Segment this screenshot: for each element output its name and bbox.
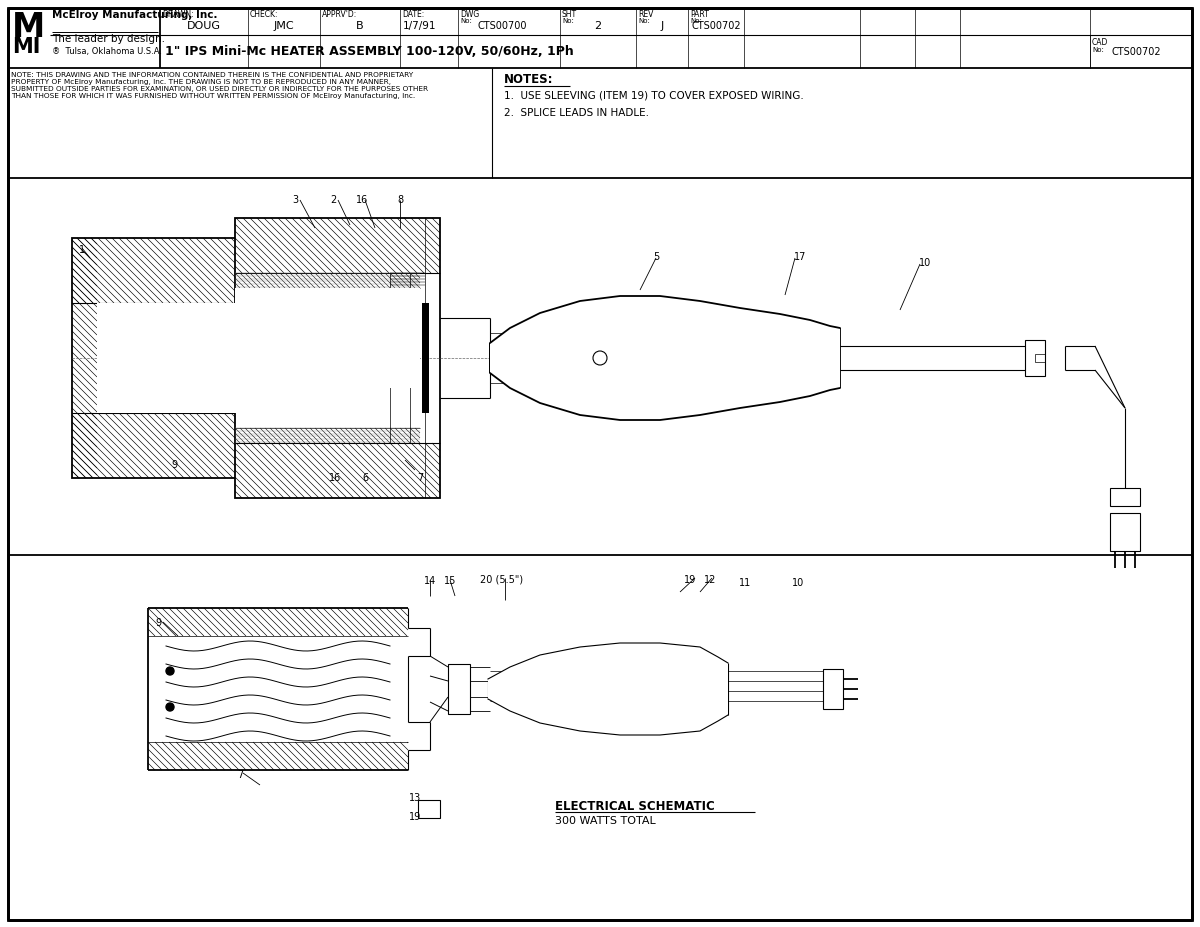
Text: CHECK:: CHECK:	[250, 10, 278, 19]
Text: CTS00702: CTS00702	[691, 21, 740, 31]
Text: 2: 2	[330, 195, 336, 205]
Text: 7: 7	[236, 770, 244, 780]
Text: No:: No:	[1092, 47, 1104, 53]
Text: 14: 14	[424, 576, 436, 586]
Polygon shape	[488, 643, 728, 735]
Text: MI: MI	[12, 37, 41, 57]
Text: 1: 1	[79, 245, 85, 255]
Polygon shape	[490, 296, 840, 420]
Text: 1" IPS Mini-Mc HEATER ASSEMBLY 100-120V, 50/60Hz, 1Ph: 1" IPS Mini-Mc HEATER ASSEMBLY 100-120V,…	[166, 45, 574, 58]
Text: 3: 3	[292, 195, 298, 205]
Text: 5: 5	[653, 252, 659, 262]
Text: The leader by design.: The leader by design.	[52, 34, 166, 44]
Text: PART: PART	[690, 10, 709, 19]
Bar	[72, 238, 262, 478]
Circle shape	[166, 667, 174, 675]
Text: 2.  SPLICE LEADS IN HADLE.: 2. SPLICE LEADS IN HADLE.	[504, 108, 649, 118]
Text: No:: No:	[562, 18, 574, 24]
Text: 15: 15	[444, 576, 456, 586]
Text: 12: 12	[704, 575, 716, 585]
Text: 8: 8	[397, 195, 403, 205]
Bar	[1025, 340, 1045, 376]
Text: REV: REV	[638, 10, 653, 19]
Text: CAD: CAD	[1092, 38, 1109, 47]
Text: CTS00700: CTS00700	[478, 21, 528, 31]
Bar	[97, 303, 262, 413]
Text: 19: 19	[409, 812, 421, 822]
Text: 2: 2	[594, 21, 601, 31]
Text: 13: 13	[409, 793, 421, 803]
Text: DATE:: DATE:	[402, 10, 425, 19]
Text: 11: 11	[739, 578, 751, 588]
Text: 10: 10	[792, 578, 804, 588]
Text: CTS00702: CTS00702	[1112, 46, 1162, 57]
Text: 19: 19	[684, 575, 696, 585]
Text: 16: 16	[329, 473, 341, 483]
Text: B: B	[356, 21, 364, 31]
Text: No:: No:	[460, 18, 472, 24]
Text: No:: No:	[690, 18, 702, 24]
Text: 9: 9	[170, 460, 178, 470]
Bar	[422, 303, 430, 413]
Text: 6: 6	[362, 473, 368, 483]
Bar	[1034, 354, 1045, 362]
Text: ®  Tulsa, Oklahoma U.S.A.: ® Tulsa, Oklahoma U.S.A.	[52, 47, 162, 56]
Text: 17: 17	[794, 252, 806, 262]
Text: 1/7/91: 1/7/91	[403, 21, 437, 31]
Bar	[448, 664, 470, 714]
Circle shape	[166, 703, 174, 711]
Text: J: J	[660, 21, 664, 31]
Bar	[235, 288, 420, 388]
Bar	[1110, 513, 1140, 551]
Text: 10: 10	[919, 258, 931, 268]
Text: ELECTRICAL SCHEMATIC: ELECTRICAL SCHEMATIC	[554, 800, 715, 813]
Text: 20 (5.5"): 20 (5.5")	[480, 575, 523, 585]
Text: 9: 9	[155, 618, 161, 628]
Text: M: M	[12, 11, 46, 44]
Text: 7: 7	[416, 473, 424, 483]
Bar	[823, 669, 842, 709]
Text: No:: No:	[638, 18, 650, 24]
Bar	[235, 218, 440, 498]
Text: McElroy Manufacturing, Inc.: McElroy Manufacturing, Inc.	[52, 10, 217, 20]
Text: 1.  USE SLEEVING (ITEM 19) TO COVER EXPOSED WIRING.: 1. USE SLEEVING (ITEM 19) TO COVER EXPOS…	[504, 90, 804, 100]
Text: NOTE: THIS DRAWING AND THE INFORMATION CONTAINED THEREIN IS THE CONFIDENTIAL AND: NOTE: THIS DRAWING AND THE INFORMATION C…	[11, 72, 428, 99]
Bar	[1110, 488, 1140, 506]
Text: JMC: JMC	[274, 21, 294, 31]
Text: 300 WATTS TOTAL: 300 WATTS TOTAL	[554, 816, 655, 826]
Text: DWG: DWG	[460, 10, 479, 19]
Text: SHT: SHT	[562, 10, 577, 19]
Text: DRAWN:: DRAWN:	[162, 10, 193, 19]
Text: 16: 16	[356, 195, 368, 205]
Text: DOUG: DOUG	[187, 21, 221, 31]
Text: NOTES:: NOTES:	[504, 73, 553, 86]
Bar	[418, 800, 440, 818]
Text: APPRV'D:: APPRV'D:	[322, 10, 358, 19]
